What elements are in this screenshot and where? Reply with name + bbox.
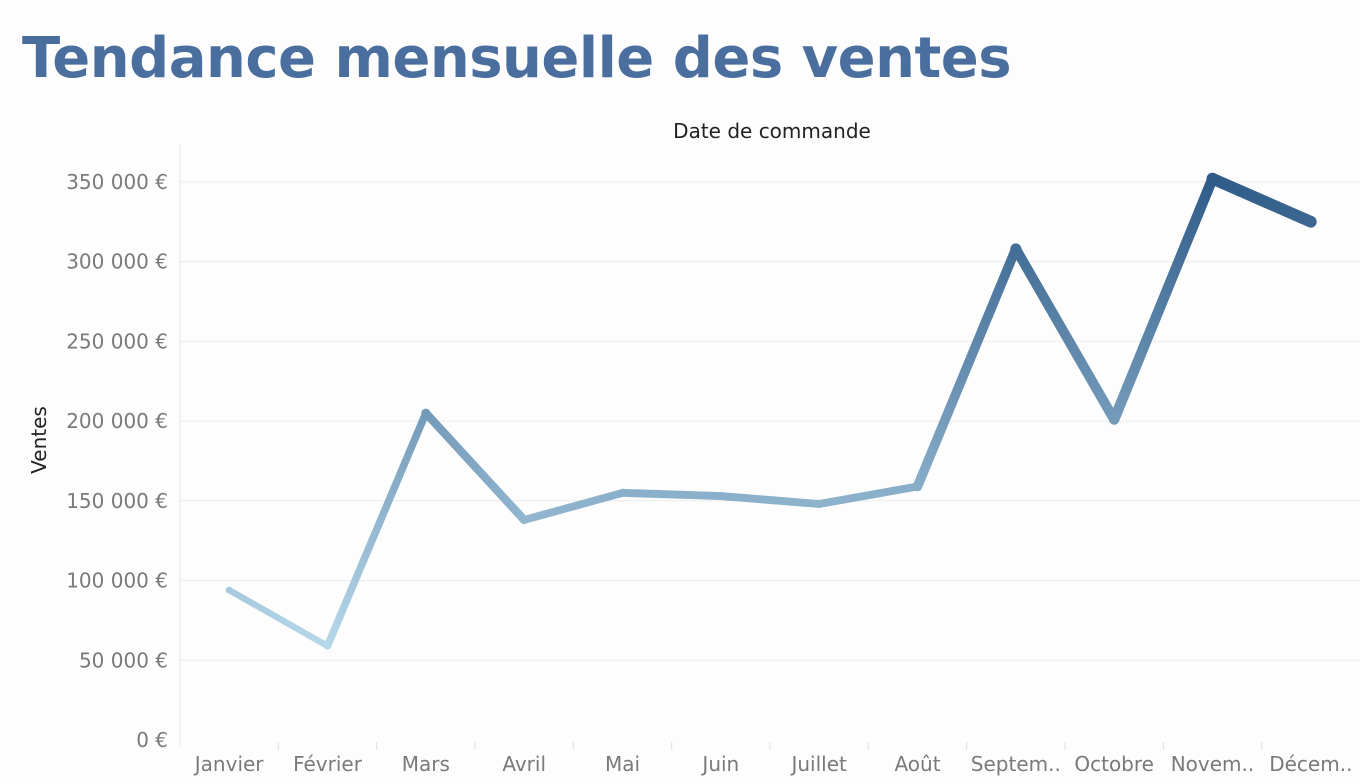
y-tick-label: 350 000 € [66,170,168,194]
x-tick-label: Septem.. [971,752,1061,776]
x-tick-label: Novem.. [1171,752,1255,776]
line-segment [520,488,627,524]
line-segment [1010,243,1120,425]
data-point[interactable] [225,586,233,594]
x-tick-label: Décem.. [1269,752,1352,776]
line-segment [912,244,1021,492]
x-tick-label: Février [293,752,363,776]
data-point[interactable] [815,500,824,508]
line-segment [1108,173,1218,425]
x-tick-label: Août [894,752,940,776]
data-point[interactable] [913,482,922,491]
x-tick-labels: Janvier Février Mars Avril Mai Juin Juillet Aoû… [193,752,1353,776]
x-axis-label: Date de commande [673,119,871,143]
gridlines [179,145,1360,750]
x-tick-label: Juillet [789,752,847,776]
data-point[interactable] [1010,243,1022,255]
y-tick-labels: 0 € 50 000 € 100 000 € 150 000 € 200 000 € 25… [66,170,168,752]
x-tick-label: Juin [700,752,739,776]
chart-title: Tendance mensuelle des ventes [22,26,1012,91]
data-point[interactable] [716,492,725,501]
x-tick-label: Avril [502,752,546,776]
data-point[interactable] [1206,172,1219,185]
line-segment [421,408,529,525]
sales-line [225,172,1317,650]
x-tick-label: Octobre [1074,752,1154,776]
data-point[interactable] [1305,216,1317,228]
data-point[interactable] [421,408,431,418]
line-segment [1206,172,1317,228]
data-point[interactable] [1109,414,1119,424]
data-point[interactable] [520,516,528,524]
line-segment [618,488,725,500]
data-point[interactable] [324,642,331,649]
x-tick-label: Mai [605,752,640,776]
line-segment [323,409,430,650]
data-point[interactable] [618,488,627,497]
y-tick-label: 150 000 € [66,489,168,513]
y-tick-label: 0 € [136,728,168,752]
line-segment [815,482,922,508]
x-tick-label: Janvier [193,752,265,776]
line-segment [225,586,331,650]
y-tick-label: 300 000 € [66,250,168,274]
y-axis-label: Ventes [27,406,51,474]
x-tick-label: Mars [402,752,450,776]
line-segment [716,492,824,508]
y-tick-label: 250 000 € [66,329,168,353]
y-tick-label: 100 000 € [66,569,168,593]
y-tick-label: 50 000 € [79,648,168,672]
y-tick-label: 200 000 € [66,409,168,433]
